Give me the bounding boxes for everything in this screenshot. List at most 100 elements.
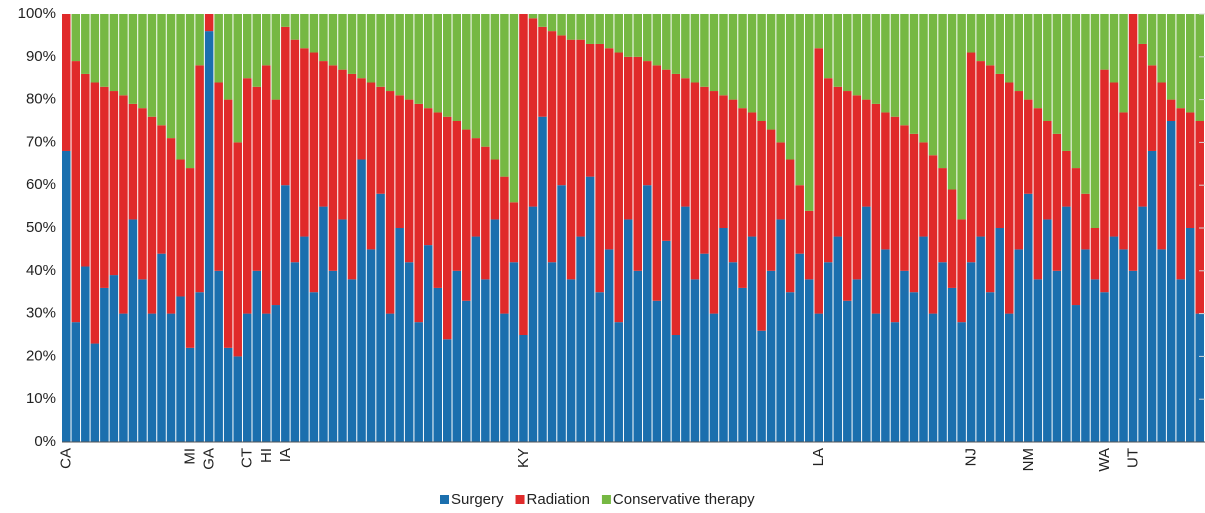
bar-segment <box>690 279 700 442</box>
bar-segment <box>833 236 843 442</box>
bar-segment <box>709 14 719 92</box>
bar-segment <box>623 56 633 220</box>
bar-segment <box>566 39 576 280</box>
bar-segment <box>1014 91 1024 250</box>
bar-segment <box>681 14 690 79</box>
bar-segment <box>242 14 252 79</box>
bar-segment <box>395 14 404 96</box>
bar-segment <box>547 31 557 263</box>
x-tick-label: UT <box>1125 448 1142 468</box>
legend-label: Surgery <box>451 491 504 508</box>
bar-segment <box>1090 14 1100 228</box>
bar-segment <box>1138 14 1147 44</box>
bar-segment <box>71 322 81 442</box>
x-tick-label: CA <box>58 448 75 469</box>
bar-segment <box>490 219 500 442</box>
bar-segment <box>309 52 319 293</box>
bar-segment <box>157 14 166 126</box>
bar-segment <box>957 322 966 442</box>
bar-segment <box>90 343 100 442</box>
bar-segment <box>100 86 109 288</box>
bar-segment <box>604 249 614 442</box>
bar-segment <box>147 313 157 442</box>
bar-segment <box>1166 99 1176 121</box>
bar-segment <box>900 270 909 442</box>
bar-segment <box>1014 249 1024 442</box>
bar-segment <box>795 185 804 254</box>
bar-segment <box>576 39 585 237</box>
bar-segment <box>433 287 442 442</box>
bar-segment <box>1052 270 1062 442</box>
bar-segment <box>404 99 414 263</box>
bar-segment <box>785 292 795 442</box>
bar-segment <box>1128 14 1138 271</box>
bar-segment <box>509 14 519 203</box>
bar-segment <box>890 14 900 117</box>
bar-segment <box>176 296 185 442</box>
legend-swatch <box>440 495 449 504</box>
bar-segment <box>128 219 138 442</box>
bar-segment <box>100 287 109 442</box>
bar-segment <box>928 313 938 442</box>
bar-segment <box>1062 150 1071 207</box>
bar-segment <box>538 26 547 117</box>
bar-segment <box>804 14 814 211</box>
bar-segment <box>81 73 90 267</box>
bar-segment <box>747 236 757 442</box>
bar-segment <box>319 61 328 207</box>
x-tick-label: GA <box>201 448 218 470</box>
bar-segment <box>509 262 519 442</box>
bar-segment <box>252 14 262 87</box>
bar-segment <box>700 14 709 87</box>
bar-segment <box>490 14 500 160</box>
bar-segment <box>204 14 214 32</box>
bar-segment <box>1033 14 1043 109</box>
bar-segment <box>909 292 919 442</box>
bar-segment <box>1043 121 1052 220</box>
bar-segment <box>471 236 481 442</box>
bar-segment <box>881 112 890 250</box>
bar-segment <box>500 176 509 314</box>
legend-swatch <box>601 495 611 504</box>
bar-segment <box>452 121 462 271</box>
bar-segment <box>119 313 128 442</box>
bar-segment <box>890 116 900 323</box>
bar-segment <box>309 292 319 442</box>
bar-segment <box>166 138 176 314</box>
bar-segment <box>1014 14 1024 92</box>
bar-segment <box>804 279 814 442</box>
bar-segment <box>614 14 623 53</box>
bar-segment <box>1109 82 1119 237</box>
bar-segment <box>252 86 262 271</box>
bar-segment <box>643 61 652 186</box>
bar-segment <box>185 347 195 442</box>
bar-segment <box>1176 108 1185 280</box>
bar-segment <box>443 116 452 340</box>
bar-segment <box>852 279 862 442</box>
y-tick-label: 90% <box>26 48 56 65</box>
bar-segment <box>766 129 776 271</box>
bar-segment <box>1119 249 1128 442</box>
bar-segment <box>1185 228 1195 442</box>
bar-segment <box>947 287 957 442</box>
bar-segment <box>814 48 823 314</box>
legend-swatch <box>515 495 525 504</box>
bar-segment <box>766 14 776 130</box>
bar-segment <box>1004 313 1014 442</box>
bar-segment <box>728 99 738 263</box>
bar-segment <box>376 86 385 194</box>
bar-segment <box>919 142 928 237</box>
bar-segment <box>462 129 471 301</box>
bar-segment <box>471 138 481 237</box>
bar-segment <box>138 14 147 109</box>
bar-segment <box>109 275 119 442</box>
bar-segment <box>1176 14 1185 109</box>
bar-segment <box>100 14 109 87</box>
bar-segment <box>138 108 147 280</box>
bar-segment <box>966 52 976 263</box>
bar-segment <box>338 14 347 70</box>
bar-segment <box>538 116 547 442</box>
bar-segment <box>1147 65 1157 151</box>
bar-segment <box>1033 279 1043 442</box>
bar-segment <box>719 228 728 442</box>
